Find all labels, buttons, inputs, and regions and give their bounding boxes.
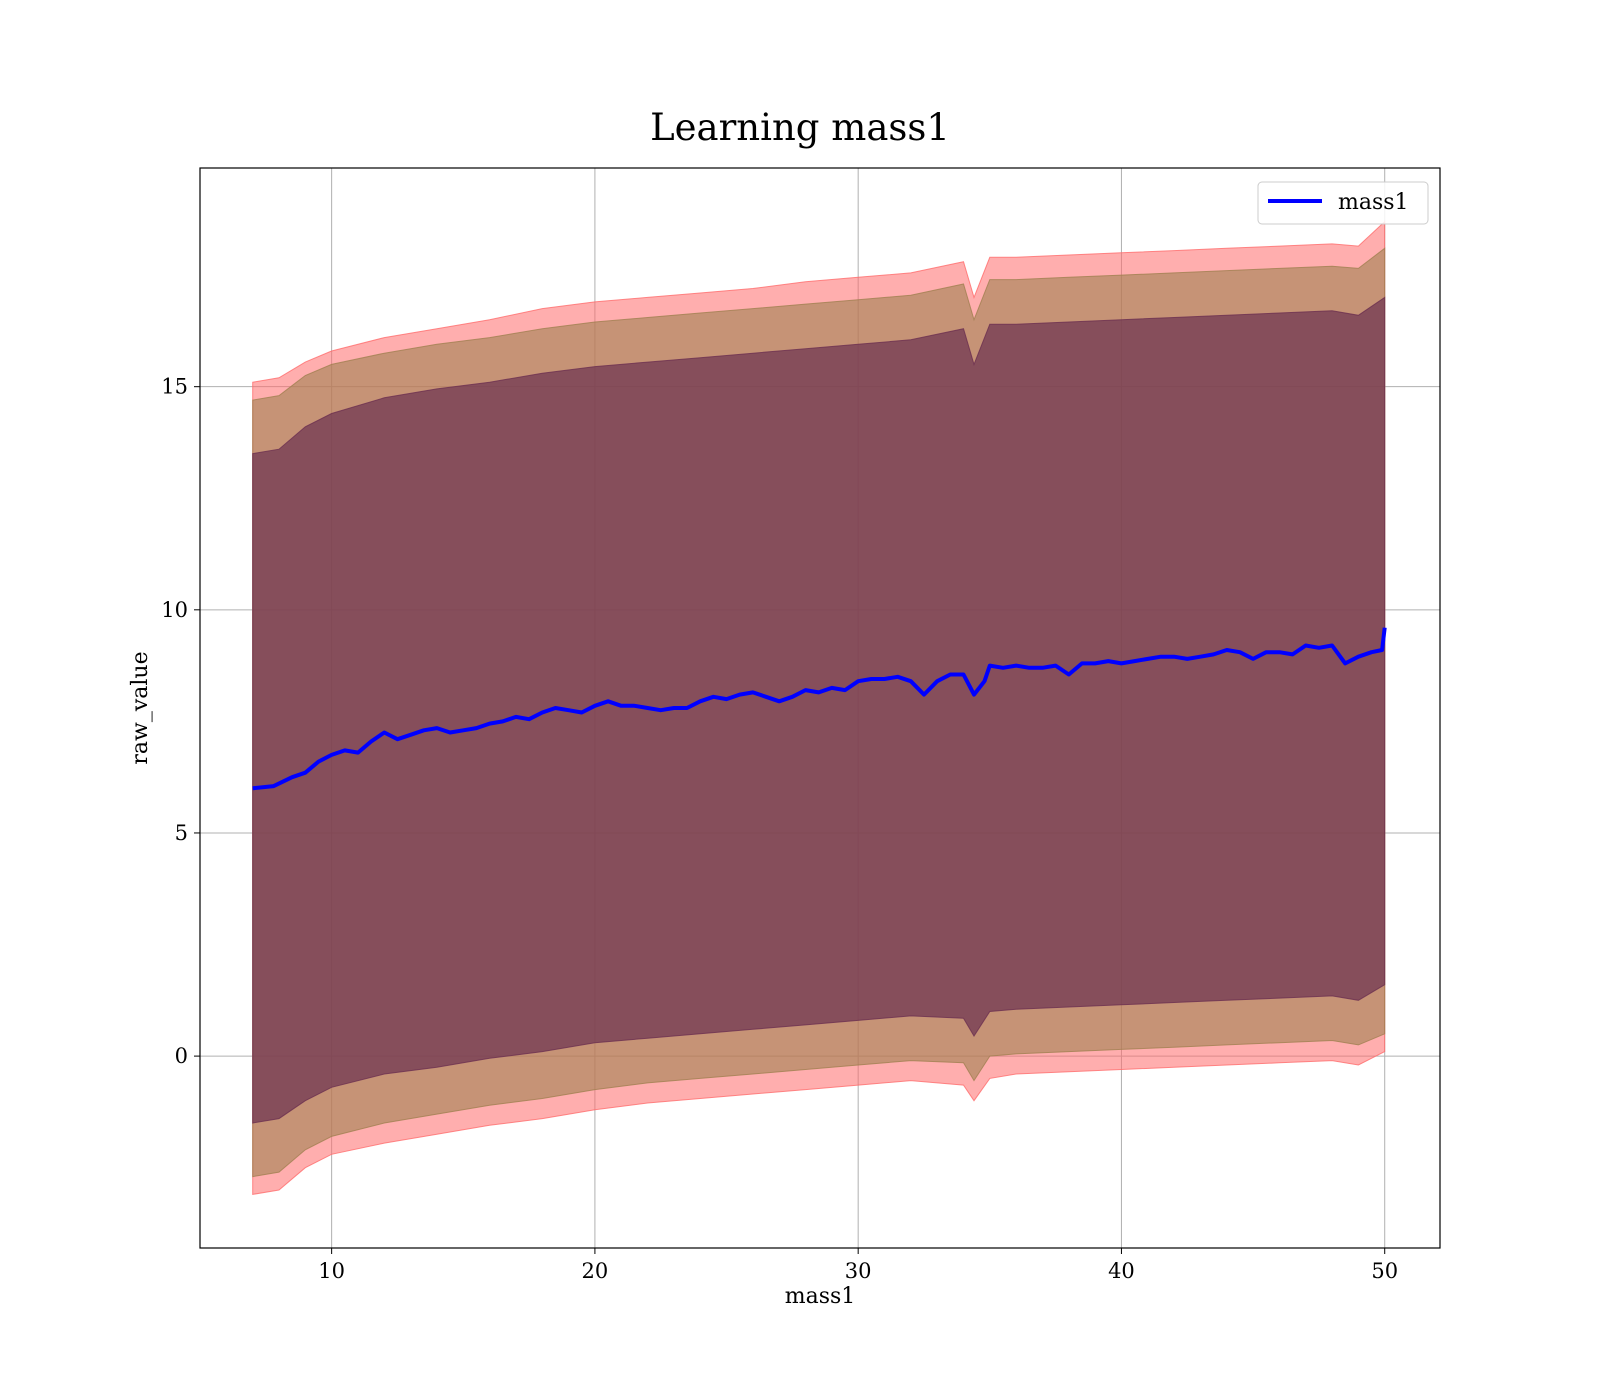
y-axis-label: raw_value xyxy=(128,651,153,764)
x-tick-label: 30 xyxy=(845,1259,872,1283)
legend-box xyxy=(1257,181,1429,225)
y-tick-label: 5 xyxy=(175,821,188,845)
legend: mass1 xyxy=(1257,181,1429,225)
inner-band-area xyxy=(252,296,1386,1124)
series-line-mass1 xyxy=(252,627,1387,791)
x-tick-label: 10 xyxy=(318,1259,345,1283)
y-tick-label: 0 xyxy=(175,1044,188,1068)
legend-label: mass1 xyxy=(1338,190,1409,215)
line-layer xyxy=(252,627,1387,791)
plot-frame xyxy=(199,167,1441,1249)
chart-title: Learning mass1 xyxy=(650,106,950,149)
x-tick-label: 40 xyxy=(1108,1259,1135,1283)
x-axis-label: mass1 xyxy=(785,1284,856,1309)
x-tick-label: 20 xyxy=(582,1259,609,1283)
band-layer xyxy=(252,220,1386,1195)
tick-layer: 10 20 30 40 50 0 5 10 15 xyxy=(161,375,1398,1283)
x-tick-label: 50 xyxy=(1371,1259,1398,1283)
y-tick-label: 10 xyxy=(161,598,188,622)
y-tick-label: 15 xyxy=(161,375,188,399)
